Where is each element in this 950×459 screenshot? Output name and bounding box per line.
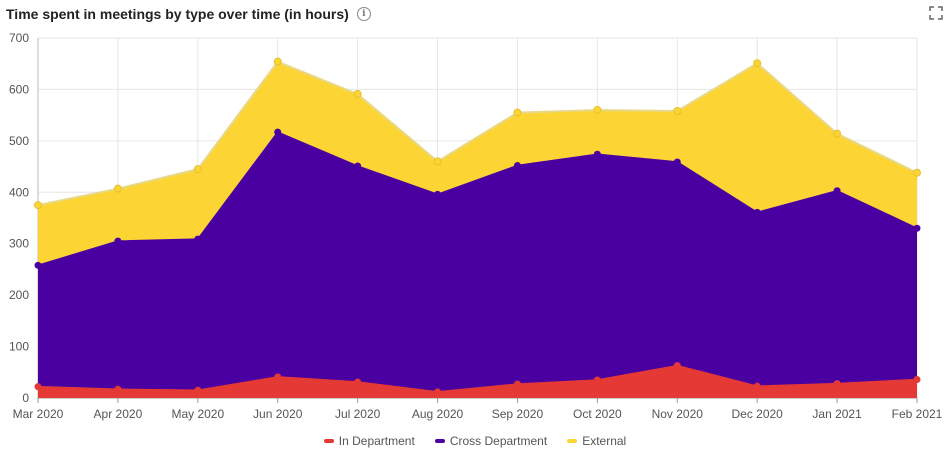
point-cross-department [274, 128, 282, 136]
point-external [193, 165, 202, 174]
x-tick-label: May 2020 [171, 407, 224, 421]
point-external [593, 106, 602, 114]
point-in-department [274, 373, 282, 381]
point-cross-department [753, 208, 761, 216]
point-external [433, 157, 442, 166]
point-in-department [354, 378, 362, 386]
legend-swatch [323, 439, 334, 443]
y-tick-label: 300 [9, 237, 29, 251]
legend-label: External [582, 434, 627, 448]
point-in-department [593, 376, 601, 384]
point-in-department [833, 380, 841, 388]
x-tick-label: Feb 2021 [892, 407, 943, 421]
stacked-area-chart: 0 100 200 300 400 500 600 700 Mar 2020 Apr 2020 Ma… [9, 31, 943, 421]
x-tick-label: Sep 2020 [492, 407, 544, 421]
point-cross-department [593, 150, 601, 158]
x-tick-label: Dec 2020 [731, 407, 783, 421]
x-tick-label: Mar 2020 [13, 407, 64, 421]
legend-label: Cross Department [449, 434, 548, 448]
y-tick-label: 700 [9, 31, 29, 45]
line-cross-department [37, 131, 918, 267]
area-external [38, 61, 917, 266]
point-in-department [114, 385, 122, 393]
point-cross-department [434, 190, 442, 198]
fullscreen-icon[interactable] [929, 6, 943, 20]
point-in-department [194, 386, 202, 394]
x-tick-label: Aug 2020 [412, 407, 464, 421]
legend-item-in-department[interactable]: In Department [323, 434, 415, 448]
point-external [273, 57, 282, 66]
x-tick-label: Nov 2020 [652, 407, 704, 421]
line-in-department [37, 364, 918, 393]
point-external [34, 201, 42, 210]
legend-swatch [567, 439, 578, 443]
legend-item-cross-department[interactable]: Cross Department [434, 434, 548, 448]
point-cross-department [913, 224, 921, 232]
point-cross-department [354, 162, 362, 170]
point-cross-department [833, 187, 841, 195]
point-external [833, 129, 842, 138]
point-cross-department [34, 261, 42, 269]
point-in-department [513, 380, 521, 388]
y-tick-label: 0 [22, 391, 29, 405]
x-tick-label: Oct 2020 [573, 407, 622, 421]
y-tick-label: 500 [9, 134, 29, 148]
point-external [673, 107, 682, 116]
point-in-department [753, 382, 761, 390]
chart-legend: In Department Cross Department External [0, 434, 950, 448]
y-tick-label: 600 [9, 82, 29, 96]
point-in-department [34, 383, 42, 391]
x-tick-label: Apr 2020 [94, 407, 143, 421]
point-cross-department [194, 235, 202, 243]
area-in-department [38, 365, 917, 398]
point-external [353, 90, 362, 99]
point-in-department [913, 375, 921, 383]
y-tick-label: 100 [9, 340, 29, 354]
legend-label: In Department [338, 434, 415, 448]
info-icon[interactable]: i [356, 7, 371, 21]
legend-item-external[interactable]: External [567, 434, 626, 448]
legend-swatch [434, 439, 445, 443]
x-tick-label: Jan 2021 [812, 407, 862, 421]
chart-title: Time spent in meetings by type over time… [6, 6, 349, 22]
x-tick-label: Jun 2020 [253, 407, 303, 421]
point-cross-department [114, 237, 122, 245]
point-external [113, 184, 122, 193]
point-cross-department [513, 162, 521, 170]
point-cross-department [673, 158, 681, 166]
point-in-department [673, 362, 681, 370]
y-tick-label: 400 [9, 185, 29, 199]
line-external [37, 60, 918, 207]
point-external [913, 168, 921, 177]
point-in-department [434, 388, 442, 396]
point-external [753, 59, 762, 68]
chart-header: Time spent in meetings by type over time… [6, 4, 371, 24]
y-tick-label: 200 [9, 288, 29, 302]
point-external [513, 108, 522, 117]
x-tick-label: Jul 2020 [335, 407, 381, 421]
area-cross-department [38, 132, 917, 392]
